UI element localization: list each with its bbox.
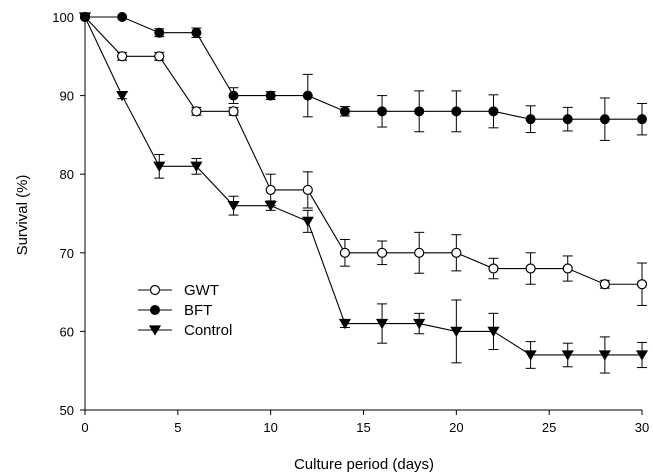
data-point (525, 114, 536, 125)
data-point (228, 90, 239, 101)
data-point (153, 161, 166, 173)
legend-item: Control (138, 322, 232, 339)
series-line (84, 16, 642, 285)
series-control (78, 12, 649, 374)
series-layer (78, 11, 649, 374)
data-point (414, 106, 425, 117)
data-point (636, 279, 648, 290)
data-point (190, 161, 203, 173)
legend-label: GWT (184, 282, 219, 299)
y-tick-label: 90 (60, 89, 74, 104)
legend-label: Control (184, 322, 232, 339)
data-point (414, 247, 425, 258)
y-tick-label: 80 (60, 167, 74, 182)
data-point (598, 350, 611, 361)
data-point (191, 106, 202, 117)
x-axis-title: Culture period (days) (294, 456, 434, 473)
data-point (154, 51, 165, 62)
data-point (562, 114, 573, 125)
data-point (191, 27, 202, 38)
data-point (116, 90, 129, 102)
data-point (302, 90, 313, 101)
legend-marker (149, 284, 161, 296)
axes (84, 17, 642, 411)
data-point (227, 200, 240, 212)
x-tick-label: 15 (356, 420, 370, 435)
legend-label: BFT (184, 302, 212, 319)
y-tick-label: 60 (60, 324, 74, 339)
legend-item: GWT (138, 282, 219, 299)
data-point (599, 279, 610, 290)
data-point (377, 106, 388, 117)
data-point (488, 263, 499, 274)
data-point (413, 318, 426, 330)
data-point (302, 184, 313, 196)
x-tick-label: 0 (81, 420, 88, 435)
data-point (525, 263, 536, 274)
data-point (338, 318, 352, 330)
data-point (451, 247, 462, 258)
series-bft (80, 12, 647, 141)
ticks: 0 5 10 15 20 25 30 50 60 70 80 90 100 (52, 10, 649, 435)
data-point (524, 350, 537, 361)
series-line (84, 16, 642, 356)
data-point (599, 114, 610, 125)
data-point (375, 318, 389, 330)
data-point (154, 27, 165, 38)
data-point (117, 51, 128, 62)
data-point (451, 106, 462, 117)
x-tick-label: 10 (263, 420, 277, 435)
data-point (339, 247, 351, 258)
data-point (264, 200, 277, 212)
data-point (637, 114, 647, 125)
data-point (376, 247, 388, 258)
x-tick-label: 20 (449, 420, 463, 435)
legend-marker (150, 305, 160, 315)
series-line (85, 16, 642, 120)
x-tick-label: 5 (174, 420, 181, 435)
y-tick-label: 70 (60, 246, 74, 261)
legend-marker (148, 325, 162, 336)
y-axis-title: Survival (%) (14, 175, 31, 256)
data-point (488, 106, 499, 117)
y-tick-label: 100 (52, 10, 74, 25)
data-point (265, 184, 276, 196)
data-point (301, 216, 314, 228)
data-point (339, 106, 350, 117)
data-point (78, 12, 92, 23)
data-point (562, 263, 573, 274)
data-point (265, 90, 276, 101)
legend: GWT BFT Control (138, 282, 232, 339)
data-point (561, 350, 574, 361)
data-point (635, 350, 649, 361)
legend-item: BFT (138, 302, 212, 319)
data-point (450, 326, 463, 338)
data-point (117, 12, 128, 22)
y-tick-label: 50 (60, 403, 74, 418)
data-point (228, 106, 239, 117)
x-tick-label: 30 (635, 420, 649, 435)
data-point (487, 326, 500, 338)
series-gwt (79, 11, 648, 306)
x-tick-label: 25 (542, 420, 556, 435)
